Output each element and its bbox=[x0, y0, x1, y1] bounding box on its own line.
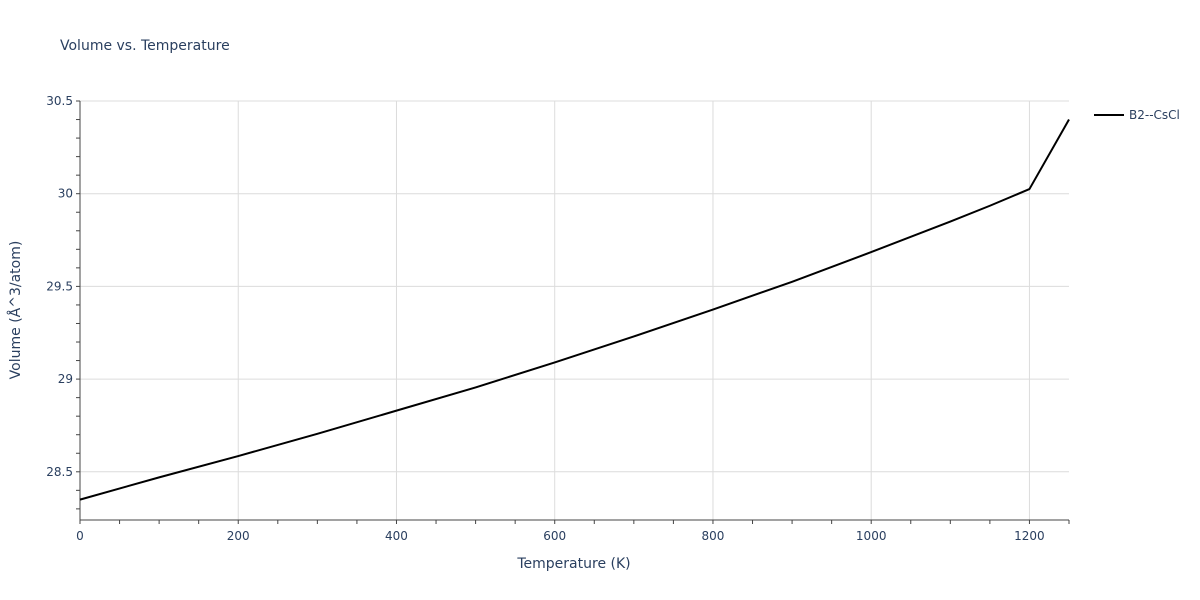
x-tick-label: 600 bbox=[543, 529, 566, 543]
tick-labels: 0 200 400 600 800 1000 1200 28.5 29 29.5 30 30.5 bbox=[46, 94, 1044, 543]
axes bbox=[76, 100, 1070, 524]
y-tick-label: 29 bbox=[58, 372, 73, 386]
series bbox=[79, 119, 1070, 501]
y-axis-title: Volume (Å^3/atom) bbox=[7, 241, 24, 380]
y-tick-label: 30.5 bbox=[46, 94, 73, 108]
x-tick-label: 0 bbox=[76, 529, 84, 543]
y-tick-label: 29.5 bbox=[46, 279, 73, 293]
x-tick-label: 1200 bbox=[1014, 529, 1045, 543]
x-tick-label: 1000 bbox=[856, 529, 887, 543]
grid bbox=[80, 100, 1069, 520]
x-tick-label: 400 bbox=[385, 529, 408, 543]
series-line bbox=[79, 119, 1070, 501]
y-tick-label: 28.5 bbox=[46, 465, 73, 479]
chart-title: Volume vs. Temperature bbox=[60, 38, 230, 54]
x-tick-label: 200 bbox=[227, 529, 250, 543]
legend-item-label[interactable]: B2--CsCl bbox=[1129, 108, 1180, 122]
y-tick-label: 30 bbox=[58, 187, 73, 201]
x-tick-label: 800 bbox=[702, 529, 725, 543]
legend[interactable]: B2--CsCl bbox=[1094, 108, 1180, 122]
x-axis-title: Temperature (K) bbox=[516, 556, 630, 572]
